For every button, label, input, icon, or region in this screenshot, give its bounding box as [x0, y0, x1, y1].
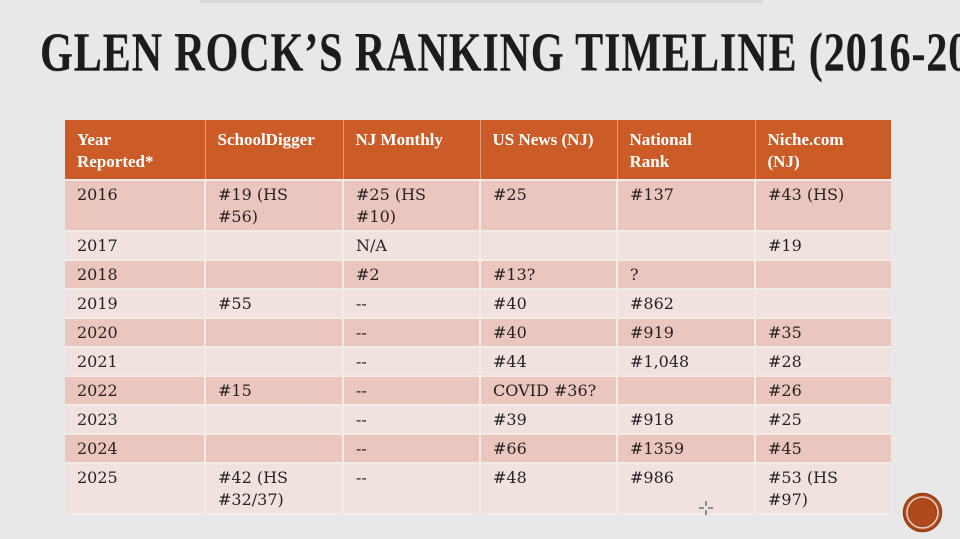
- rank-cell: #919: [617, 317, 756, 348]
- year-cell: 2022: [65, 375, 206, 406]
- rank-cell: #918: [617, 404, 756, 435]
- year-cell: 2020: [65, 317, 206, 348]
- table-header: Year Reported* SchoolDigger NJ Monthly US N…: [65, 120, 891, 181]
- rank-cell: [205, 346, 344, 377]
- rank-cell: #43 (HS): [755, 179, 891, 232]
- rank-cell: ?: [617, 259, 756, 290]
- crosshair-cursor-icon: [699, 501, 713, 515]
- table-row: 2023 -- #39 #918 #25: [65, 404, 891, 435]
- year-cell: 2023: [65, 404, 206, 435]
- column-header: NJ Monthly: [343, 120, 481, 181]
- rank-cell: #48: [480, 462, 618, 516]
- rank-cell: [617, 230, 756, 261]
- rank-cell: --: [343, 346, 481, 377]
- rank-cell: #42 (HS #32/37): [205, 462, 344, 516]
- orange-circle-stamp-logo-icon: [901, 491, 944, 534]
- rank-cell: #986: [617, 462, 756, 516]
- rank-cell: --: [343, 317, 481, 348]
- rank-cell: #40: [480, 317, 618, 348]
- page-title: GLEN ROCK’S RANKING TIMELINE (2016-2026): [40, 21, 960, 83]
- rank-cell: --: [343, 288, 481, 319]
- rank-cell: #66: [480, 433, 618, 464]
- rank-cell: #25 (HS #10): [343, 179, 481, 232]
- rank-cell: [755, 288, 891, 319]
- rank-cell: [617, 375, 756, 406]
- rank-cell: #35: [755, 317, 891, 348]
- rank-cell: #40: [480, 288, 618, 319]
- rank-cell: [205, 404, 344, 435]
- year-cell: 2024: [65, 433, 206, 464]
- rank-cell: --: [343, 404, 481, 435]
- rank-cell: #25: [480, 179, 618, 232]
- table-row: 2022 #15 -- COVID #36? #26: [65, 375, 891, 406]
- rank-cell: #39: [480, 404, 618, 435]
- ranking-table: Year Reported* SchoolDigger NJ Monthly US N…: [65, 120, 891, 516]
- rank-cell: N/A: [343, 230, 481, 261]
- rank-cell: #19: [755, 230, 891, 261]
- rank-cell: #862: [617, 288, 756, 319]
- year-cell: 2018: [65, 259, 206, 290]
- rank-cell: [755, 259, 891, 290]
- column-header: Niche.com (NJ): [755, 120, 891, 181]
- table-row: 2016 #19 (HS #56) #25 (HS #10) #25 #137 #43 (…: [65, 179, 891, 232]
- year-cell: 2017: [65, 230, 206, 261]
- rank-cell: #28: [755, 346, 891, 377]
- table-row: 2021 -- #44 #1,048 #28: [65, 346, 891, 377]
- rank-cell: --: [343, 375, 481, 406]
- rank-cell: #44: [480, 346, 618, 377]
- rank-cell: COVID #36?: [480, 375, 618, 406]
- column-header: US News (NJ): [480, 120, 618, 181]
- column-header-label: NJ Monthly: [355, 130, 443, 149]
- rank-cell: [205, 230, 344, 261]
- column-header-label: SchoolDigger: [217, 130, 315, 149]
- table-header-row: Year Reported* SchoolDigger NJ Monthly US N…: [65, 120, 891, 181]
- rank-cell: --: [343, 433, 481, 464]
- table-row: 2018 #2 #13??: [65, 259, 891, 290]
- rank-cell: --: [343, 462, 481, 516]
- year-cell: 2019: [65, 288, 206, 319]
- column-header: SchoolDigger: [205, 120, 344, 181]
- rank-cell: #25: [755, 404, 891, 435]
- column-header: National Rank: [617, 120, 756, 181]
- rank-cell: #137: [617, 179, 756, 232]
- table-row: 2024 -- #66 #1359 #45: [65, 433, 891, 464]
- column-header-label: US News (NJ): [492, 130, 594, 149]
- year-cell: 2021: [65, 346, 206, 377]
- year-cell: 2016: [65, 179, 206, 232]
- rank-cell: [205, 433, 344, 464]
- rank-cell: #53 (HS #97): [755, 462, 891, 516]
- column-header: Year Reported*: [65, 120, 206, 181]
- rank-cell: #2: [343, 259, 481, 290]
- column-header-label: National Rank: [629, 130, 692, 172]
- rank-cell: #1359: [617, 433, 756, 464]
- rank-cell: #13?: [480, 259, 618, 290]
- table-row: 2019 #55 -- #40 #862: [65, 288, 891, 319]
- rank-cell: #19 (HS #56): [205, 179, 344, 232]
- table-body: 2016 #19 (HS #56) #25 (HS #10) #25 #137 #43 (…: [65, 179, 891, 516]
- table-row: 2020 -- #40 #919 #35: [65, 317, 891, 348]
- table-row: 2025 #42 (HS #32/37) -- #48 #986 #53 (HS #97): [65, 462, 891, 516]
- rank-cell: #1,048: [617, 346, 756, 377]
- rank-cell: [205, 317, 344, 348]
- rank-cell: [205, 259, 344, 290]
- rank-cell: #55: [205, 288, 344, 319]
- year-cell: 2025: [65, 462, 206, 516]
- column-header-label: Niche.com (NJ): [767, 130, 844, 172]
- rank-cell: #15: [205, 375, 344, 406]
- rank-cell: [480, 230, 618, 261]
- column-header-label: Year Reported*: [77, 130, 154, 172]
- rank-cell: #45: [755, 433, 891, 464]
- rank-cell: #26: [755, 375, 891, 406]
- table-row: 2017 N/A #19: [65, 230, 891, 261]
- top-edge-strip: [200, 0, 763, 3]
